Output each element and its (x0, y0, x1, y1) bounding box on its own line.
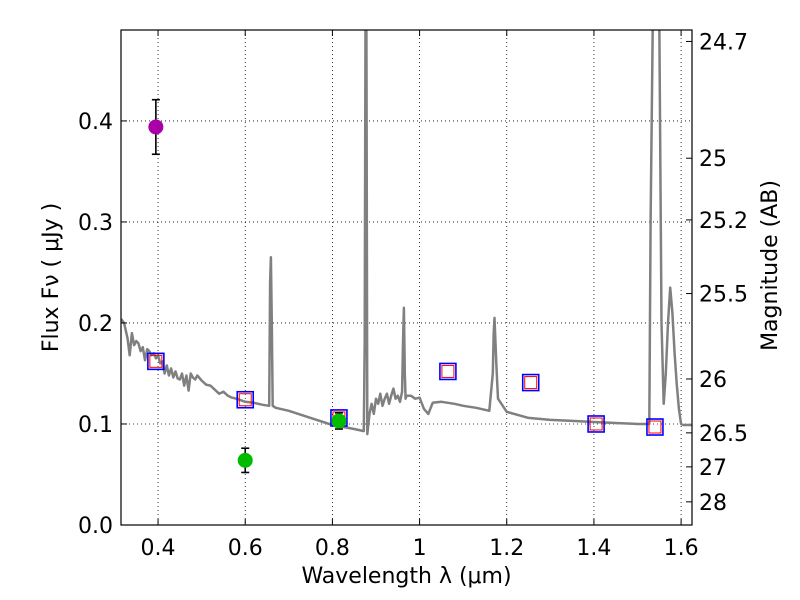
y2-axis-label: Magnitude (AB) (758, 180, 783, 351)
y-tick-label: 0.2 (78, 312, 113, 337)
x-axis-label: Wavelength λ (μm) (301, 564, 511, 589)
y2-tick-label: 25.5 (699, 283, 748, 308)
model-photometry-box-inner (524, 376, 538, 390)
model-photometry-box-inner (441, 364, 455, 378)
model-photometry-box-inner (648, 420, 662, 434)
y-tick-label: 0.4 (78, 110, 113, 135)
y-tick-label: 0.1 (78, 413, 113, 438)
model-photometry-box-inner (149, 354, 163, 368)
model-photometry-box (646, 418, 664, 436)
observed-photometry-point (237, 452, 253, 468)
y2-tick-label: 26.5 (699, 422, 748, 447)
model-photometry-box-inner (589, 417, 603, 431)
x-tick-label: 0.8 (315, 536, 350, 561)
observed-photometry-point (148, 119, 164, 135)
x-tick-label: 1.6 (664, 536, 699, 561)
y2-tick-label: 25.2 (699, 209, 748, 234)
y2-tick-label: 27 (699, 456, 727, 481)
x-tick-label: 1.2 (489, 536, 524, 561)
model-photometry-box (587, 415, 605, 433)
x-tick-label: 0.6 (228, 536, 263, 561)
x-tick-label: 0.4 (141, 536, 176, 561)
x-tick-label: 1.4 (576, 536, 611, 561)
model-photometry-box-inner (238, 393, 252, 407)
grid-lines (121, 30, 692, 526)
y2-tick-label: 24.7 (699, 30, 748, 55)
template-spectrum-line (121, 30, 692, 436)
model-photometry-box (521, 373, 540, 392)
y2-tick-label: 26 (699, 368, 727, 393)
y2-tick-label: 25 (699, 147, 727, 172)
y-tick-label: 0.3 (78, 211, 113, 236)
y-axis-label: Flux Fν ( μJy ) (39, 203, 64, 352)
model-photometry-box (147, 352, 165, 371)
plot-area (121, 30, 692, 474)
y2-tick-label: 28 (699, 491, 727, 516)
model-photometry-box (236, 390, 255, 409)
axis-ticks: 0.4 0.6 0.8 1 1.2 1.4 1.6 0.0 0.1 0.2 0.3 0.4 24.7 25… (78, 30, 748, 561)
observed-photometry-point (331, 413, 347, 429)
y-tick-label: 0.0 (78, 514, 113, 539)
axes-frame (120, 29, 693, 526)
x-tick-label: 1 (413, 536, 427, 561)
model-photometry-box (439, 362, 457, 381)
